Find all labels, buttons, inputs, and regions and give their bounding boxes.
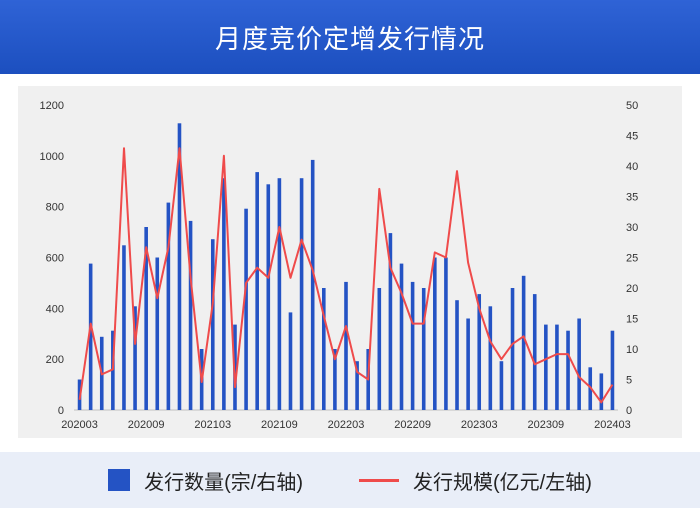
legend-item-line: 发行规模(亿元/左轴) [359,466,592,495]
bar [155,257,160,410]
x-axis-tick-label: 202109 [261,419,298,431]
series-line [78,147,614,404]
bar [299,178,304,410]
left-axis-tick-label: 800 [46,202,64,214]
bar [166,202,171,410]
left-axis-tick-label: 1200 [40,100,64,112]
right-axis-tick-label: 50 [626,100,638,112]
bar [333,349,337,410]
bar [133,306,137,410]
bar [122,245,126,410]
title-banner: 月度竞价定增发行情况 [0,0,700,74]
bar [222,178,226,410]
right-axis-tick-label: 25 [626,253,638,265]
bar [599,373,604,410]
bar [344,281,348,410]
bar [177,123,182,411]
bar [444,257,448,410]
bar [510,288,515,410]
bar [566,330,570,410]
x-axis-tick-label: 202403 [594,419,631,431]
bar [455,300,459,410]
chart-title: 月度竞价定增发行情况 [214,23,485,54]
bar [266,184,271,410]
bar [321,288,326,410]
left-axis-tick-label: 200 [46,354,64,366]
chart-svg: 0 200 400 600 800 1000 1200 0 5 10 15 20 25 30 35 40 45 5… [40,100,639,431]
bar [399,263,404,410]
left-axis-tick-label: 1000 [40,151,64,163]
legend-bar-label: 发行数量(宗/右轴) [144,471,303,494]
bar [499,361,504,410]
legend-item-bar: 发行数量(宗/右轴) [108,466,303,495]
right-axis-tick-label: 40 [626,161,638,173]
right-axis-tick-label: 20 [626,283,638,295]
legend-bar-swatch [108,469,131,491]
x-axis-tick-label: 202209 [394,419,431,431]
right-axis-tick-label: 45 [626,131,638,143]
right-axis-tick-label: 15 [626,314,638,326]
x-axis-tick-label: 202003 [61,419,98,431]
x-axis-tick-label: 202009 [128,419,165,431]
legend-line-swatch [359,478,399,482]
right-axis-tick-label: 0 [626,405,632,417]
bar [555,324,559,410]
bar [477,294,482,410]
x-axis-tick-label: 202203 [328,419,365,431]
left-axis-tick-label: 600 [46,253,64,265]
bar [288,312,293,410]
bar [255,172,259,410]
bar [610,330,615,410]
right-axis-tick-label: 30 [626,222,638,234]
left-axis-tick-label: 400 [46,303,64,315]
x-axis-tick-label: 202103 [194,419,231,431]
bar [355,361,359,410]
bar [144,227,148,410]
bar [521,275,526,410]
bar [277,178,282,410]
x-axis-tick-label: 202309 [527,419,564,431]
left-axis-tick-label: 0 [58,405,64,417]
bar [410,281,415,410]
legend: 发行数量(宗/右轴) 发行规模(亿元/左轴) [0,452,700,508]
legend-line-label: 发行规模(亿元/左轴) [413,471,592,494]
bar [188,220,193,410]
bar [377,288,382,410]
plot-area: 0 200 400 600 800 1000 1200 0 5 10 15 20 25 30 35 40 45 5… [18,86,682,438]
bar [88,263,93,410]
bar [210,239,215,410]
bar [244,208,248,410]
x-axis-tick-label: 202303 [461,419,498,431]
bar [532,294,537,410]
right-axis-tick-label: 5 [626,375,632,387]
bar [310,159,315,410]
right-axis-tick-label: 35 [626,192,638,204]
bar [488,306,493,410]
bar [433,257,437,410]
bar [421,288,426,410]
bar [388,233,393,410]
bar [466,318,470,410]
bar [544,324,548,410]
right-axis-tick-label: 10 [626,344,638,356]
bar [577,318,581,410]
